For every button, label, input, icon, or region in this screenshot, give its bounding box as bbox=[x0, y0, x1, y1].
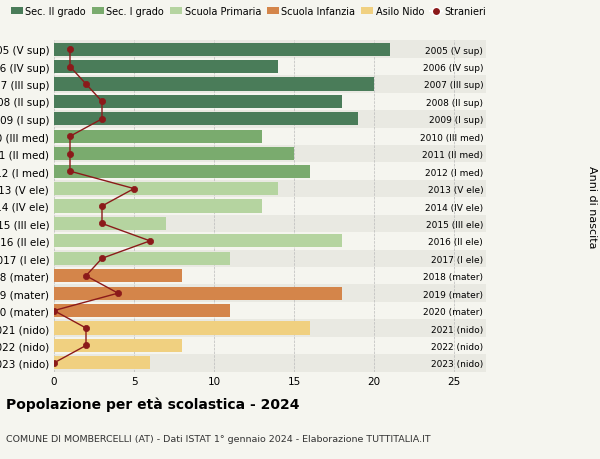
Bar bbox=[54, 285, 486, 302]
Bar bbox=[54, 200, 262, 213]
Bar bbox=[54, 268, 486, 285]
Bar bbox=[54, 354, 486, 372]
Text: Popolazione per età scolastica - 2024: Popolazione per età scolastica - 2024 bbox=[6, 397, 299, 412]
Bar bbox=[54, 252, 230, 265]
Bar bbox=[54, 233, 486, 250]
Bar bbox=[54, 183, 278, 196]
Bar bbox=[54, 319, 486, 337]
Bar bbox=[54, 130, 262, 144]
Bar bbox=[54, 250, 486, 268]
Bar bbox=[54, 113, 358, 126]
Bar bbox=[54, 111, 486, 128]
Bar bbox=[54, 337, 486, 354]
Bar bbox=[54, 357, 150, 369]
Bar bbox=[54, 304, 230, 318]
Bar bbox=[54, 76, 486, 94]
Bar bbox=[54, 218, 166, 230]
Bar bbox=[54, 44, 390, 56]
Text: Anni di nascita: Anni di nascita bbox=[587, 165, 597, 248]
Bar bbox=[54, 128, 486, 146]
Bar bbox=[54, 287, 342, 300]
Bar bbox=[54, 61, 278, 74]
Bar bbox=[54, 163, 486, 180]
Bar bbox=[54, 148, 294, 161]
Legend: Sec. II grado, Sec. I grado, Scuola Primaria, Scuola Infanzia, Asilo Nido, Stran: Sec. II grado, Sec. I grado, Scuola Prim… bbox=[11, 7, 487, 17]
Bar bbox=[54, 198, 486, 215]
Bar bbox=[54, 215, 486, 233]
Bar bbox=[54, 339, 182, 352]
Bar bbox=[54, 78, 374, 91]
Bar bbox=[54, 235, 342, 248]
Bar bbox=[54, 322, 310, 335]
Bar bbox=[54, 165, 310, 178]
Bar bbox=[54, 269, 182, 283]
Bar bbox=[54, 302, 486, 319]
Text: COMUNE DI MOMBERCELLI (AT) - Dati ISTAT 1° gennaio 2024 - Elaborazione TUTTITALI: COMUNE DI MOMBERCELLI (AT) - Dati ISTAT … bbox=[6, 434, 431, 443]
Bar bbox=[54, 41, 486, 59]
Bar bbox=[54, 94, 486, 111]
Bar bbox=[54, 146, 486, 163]
Bar bbox=[54, 59, 486, 76]
Bar bbox=[54, 180, 486, 198]
Bar bbox=[54, 95, 342, 109]
